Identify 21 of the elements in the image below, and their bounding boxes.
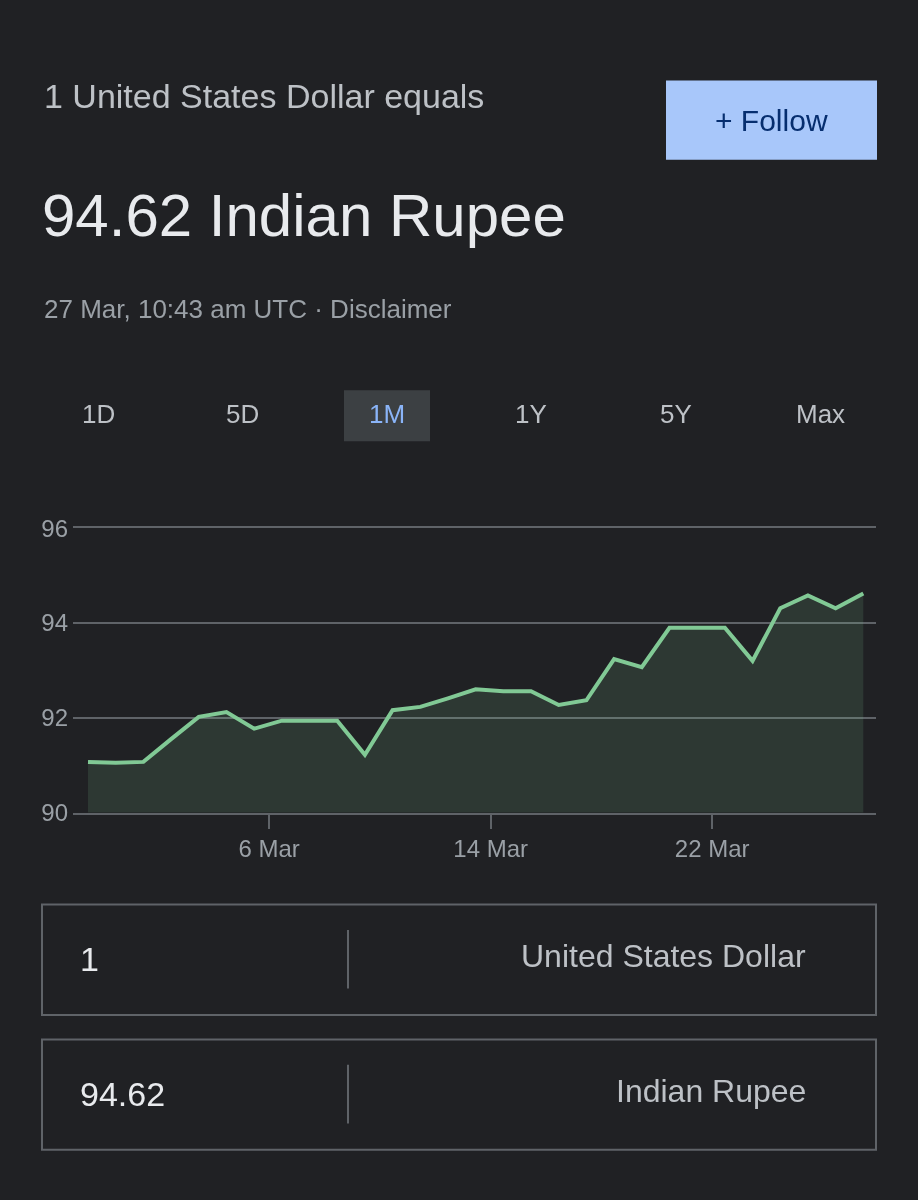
text: Indian Rupee xyxy=(616,1073,807,1109)
text: 5D xyxy=(226,399,260,429)
text: 1M xyxy=(369,399,406,429)
chart-title: 1 United States Dollar equals xyxy=(44,77,485,115)
y-tick-label: 92 xyxy=(41,704,68,732)
x-tick-label: 14 Mar xyxy=(453,835,528,863)
text: 94.62 xyxy=(80,1075,166,1113)
text: 1Y xyxy=(515,399,547,429)
text: 27 Mar, 10:43 am UTC · Disclaimer xyxy=(44,294,452,324)
text: 1 xyxy=(80,940,99,978)
y-tick-label: 96 xyxy=(41,514,68,542)
x-tick-label: 22 Mar xyxy=(674,835,750,863)
text: 1D xyxy=(82,399,116,429)
text: + Follow xyxy=(715,104,828,137)
text: Max xyxy=(796,399,846,429)
x-tick-label: 6 Mar xyxy=(238,835,300,863)
y-tick-label: 90 xyxy=(41,799,68,827)
text: 5Y xyxy=(660,399,692,429)
chart-subtitle: 94.62 Indian Rupee xyxy=(42,182,566,249)
text: United States Dollar xyxy=(521,938,806,974)
y-tick-label: 94 xyxy=(41,609,68,637)
